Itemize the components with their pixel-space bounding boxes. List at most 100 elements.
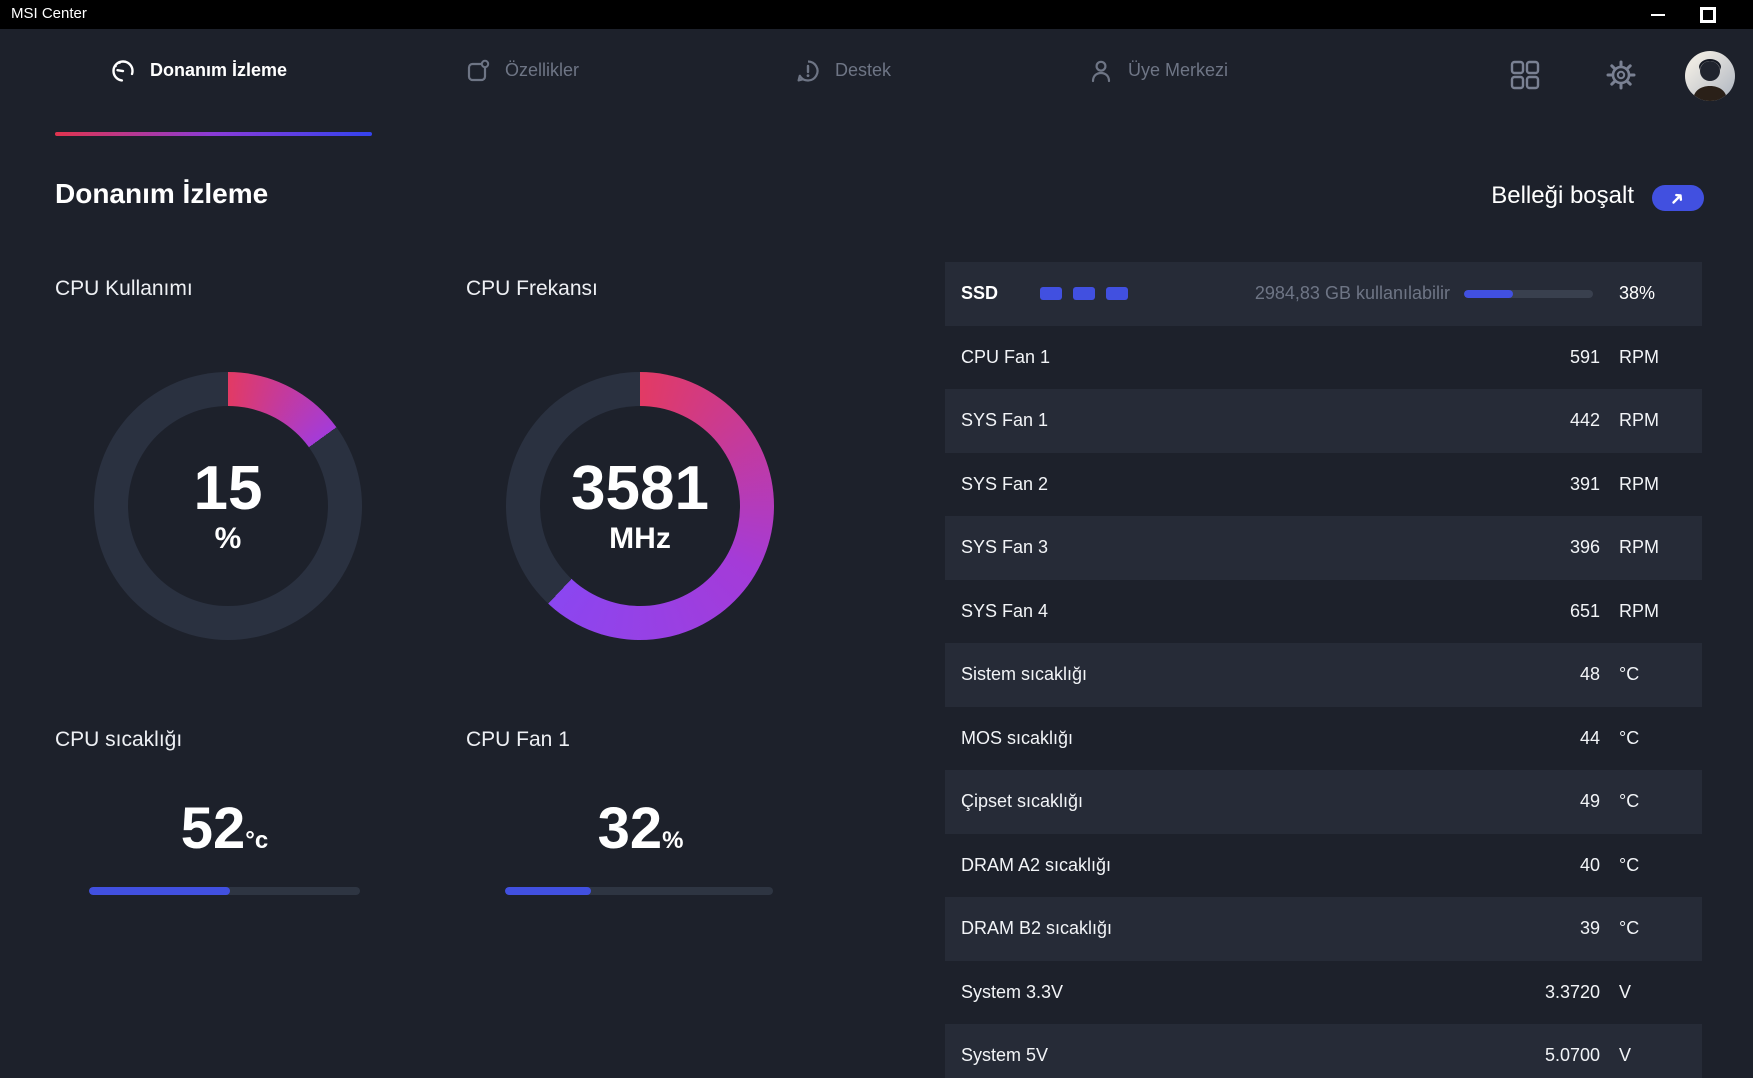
sensor-label: System 3.3V [961,981,1064,1002]
cpu-temp-bar-fill [89,887,230,895]
sensor-unit: RPM [1619,600,1659,621]
maximize-icon [1700,6,1716,23]
sensor-unit: °C [1619,854,1640,875]
tab-features[interactable]: Özellikler [465,29,579,112]
features-icon [465,58,491,84]
sensor-label: SYS Fan 4 [961,600,1049,621]
ssd-chip-icon [1073,287,1096,301]
sensor-unit: °C [1619,664,1640,685]
sensor-label: Çipset sıcaklığı [961,791,1084,812]
user-avatar[interactable] [1685,51,1735,101]
sensor-value: 40 [1579,854,1600,875]
sensor-row: CPU Fan 1 591 RPM [945,326,1702,390]
sensor-unit: V [1619,981,1632,1002]
sensor-row: SYS Fan 2 391 RPM [945,453,1702,517]
tab-support[interactable]: Destek [795,29,891,112]
cpu-fan-unit: % [662,827,684,854]
tab-hardware-monitoring[interactable]: Donanım İzleme [110,29,287,112]
apps-grid-button[interactable] [1505,55,1545,95]
cpu-usage-unit: % [214,522,242,555]
cpu-temp-value: 52 [180,796,246,861]
sensor-unit: RPM [1619,410,1659,431]
sensor-value: 591 [1569,346,1600,367]
free-memory-label: Belleği boşalt [1491,182,1634,209]
tab-label: Özellikler [505,60,580,80]
sensor-panel: SSD 2984,83 GB kullanılabilir 38% CPU Fa… [945,262,1702,1078]
sensor-unit: °C [1619,918,1640,939]
cpu-frequency-unit: MHz [609,522,671,555]
sensor-unit: RPM [1619,537,1659,558]
sensor-value: 651 [1569,600,1600,621]
settings-button[interactable] [1601,55,1641,95]
gauge-hole [540,406,740,606]
ssd-drive-icons [1040,287,1129,301]
sensor-unit: RPM [1619,346,1659,367]
sensor-value: 396 [1569,537,1600,558]
sensor-label: SYS Fan 1 [961,410,1049,431]
sensor-value: 442 [1569,410,1600,431]
ssd-chip-icon [1106,287,1129,301]
gauge-icon [110,58,136,84]
active-tab-underline [55,132,372,136]
sensor-row: DRAM B2 sıcaklığı 39 °C [945,897,1702,961]
sensor-row: SYS Fan 4 651 RPM [945,580,1702,644]
sensor-value: 48 [1579,664,1600,685]
top-navigation: Donanım İzleme Özellikler Destek [0,29,1753,136]
ssd-usage-bar [1464,289,1593,298]
cpu-temp-unit: °c [245,827,269,854]
ssd-available-text: 2984,83 GB kullanılabilir [1254,283,1450,304]
sensor-row: System 3.3V 3.3720 V [945,961,1702,1025]
cpu-temp-bar [89,887,360,895]
cpu-frequency-label: CPU Frekansı [466,277,598,300]
sensor-label: MOS sıcaklığı [961,727,1074,748]
tab-member-center[interactable]: Üye Merkezi [1088,29,1228,112]
minimize-icon [1651,13,1665,16]
gear-icon [1606,60,1636,90]
free-memory-button[interactable] [1652,185,1704,211]
sensor-unit: °C [1619,791,1640,812]
sensor-row: Sistem sıcaklığı 48 °C [945,643,1702,707]
cpu-temp-value-wrap: 52°c [89,800,360,858]
sensor-value: 44 [1579,727,1600,748]
maximize-button[interactable] [1688,0,1728,29]
sensor-row: DRAM A2 sıcaklığı 40 °C [945,834,1702,898]
ssd-usage-percent: 38% [1619,283,1656,304]
cpu-frequency-value: 3581 [571,454,709,523]
page-title: Donanım İzleme [55,178,269,209]
sensor-value: 391 [1569,473,1600,494]
support-icon [795,58,821,84]
sensor-row: System 5V 5.0700 V [945,1024,1702,1078]
sensor-label: System 5V [961,1045,1049,1066]
titlebar: MSI Center [0,0,1753,29]
cpu-fan-value-wrap: 32% [505,800,776,858]
minimize-button[interactable] [1638,0,1678,29]
cpu-usage-value: 15 [193,454,263,523]
sensor-label: CPU Fan 1 [961,346,1051,367]
sensor-row: Çipset sıcaklığı 49 °C [945,770,1702,834]
user-icon [1088,58,1114,84]
tab-label: Destek [835,60,892,80]
sensor-unit: V [1619,1045,1632,1066]
ssd-label: SSD [961,283,999,304]
sensor-row: SYS Fan 1 442 RPM [945,389,1702,453]
cpu-usage-gauge: 15 % [94,372,362,640]
sensor-label: Sistem sıcaklığı [961,664,1088,685]
ssd-row: SSD 2984,83 GB kullanılabilir 38% [945,262,1702,326]
ssd-chip-icon [1040,287,1063,301]
cpu-fan-bar-fill [505,887,591,895]
sensor-label: SYS Fan 3 [961,537,1049,558]
sensor-value: 49 [1579,791,1600,812]
sensor-row: SYS Fan 3 396 RPM [945,516,1702,580]
sensor-value: 39 [1579,918,1600,939]
ssd-usage-fill [1464,289,1514,298]
cpu-fan-value: 32 [597,796,663,861]
cpu-frequency-gauge: 3581 MHz [506,372,774,640]
tab-label: Üye Merkezi [1128,60,1229,80]
sensor-unit: °C [1619,727,1640,748]
sensor-unit: RPM [1619,473,1659,494]
cpu-fan-label: CPU Fan 1 [466,728,570,751]
cpu-fan-bar [505,887,773,895]
sensor-value: 3.3720 [1544,981,1600,1002]
avatar-silhouette [1693,59,1727,101]
